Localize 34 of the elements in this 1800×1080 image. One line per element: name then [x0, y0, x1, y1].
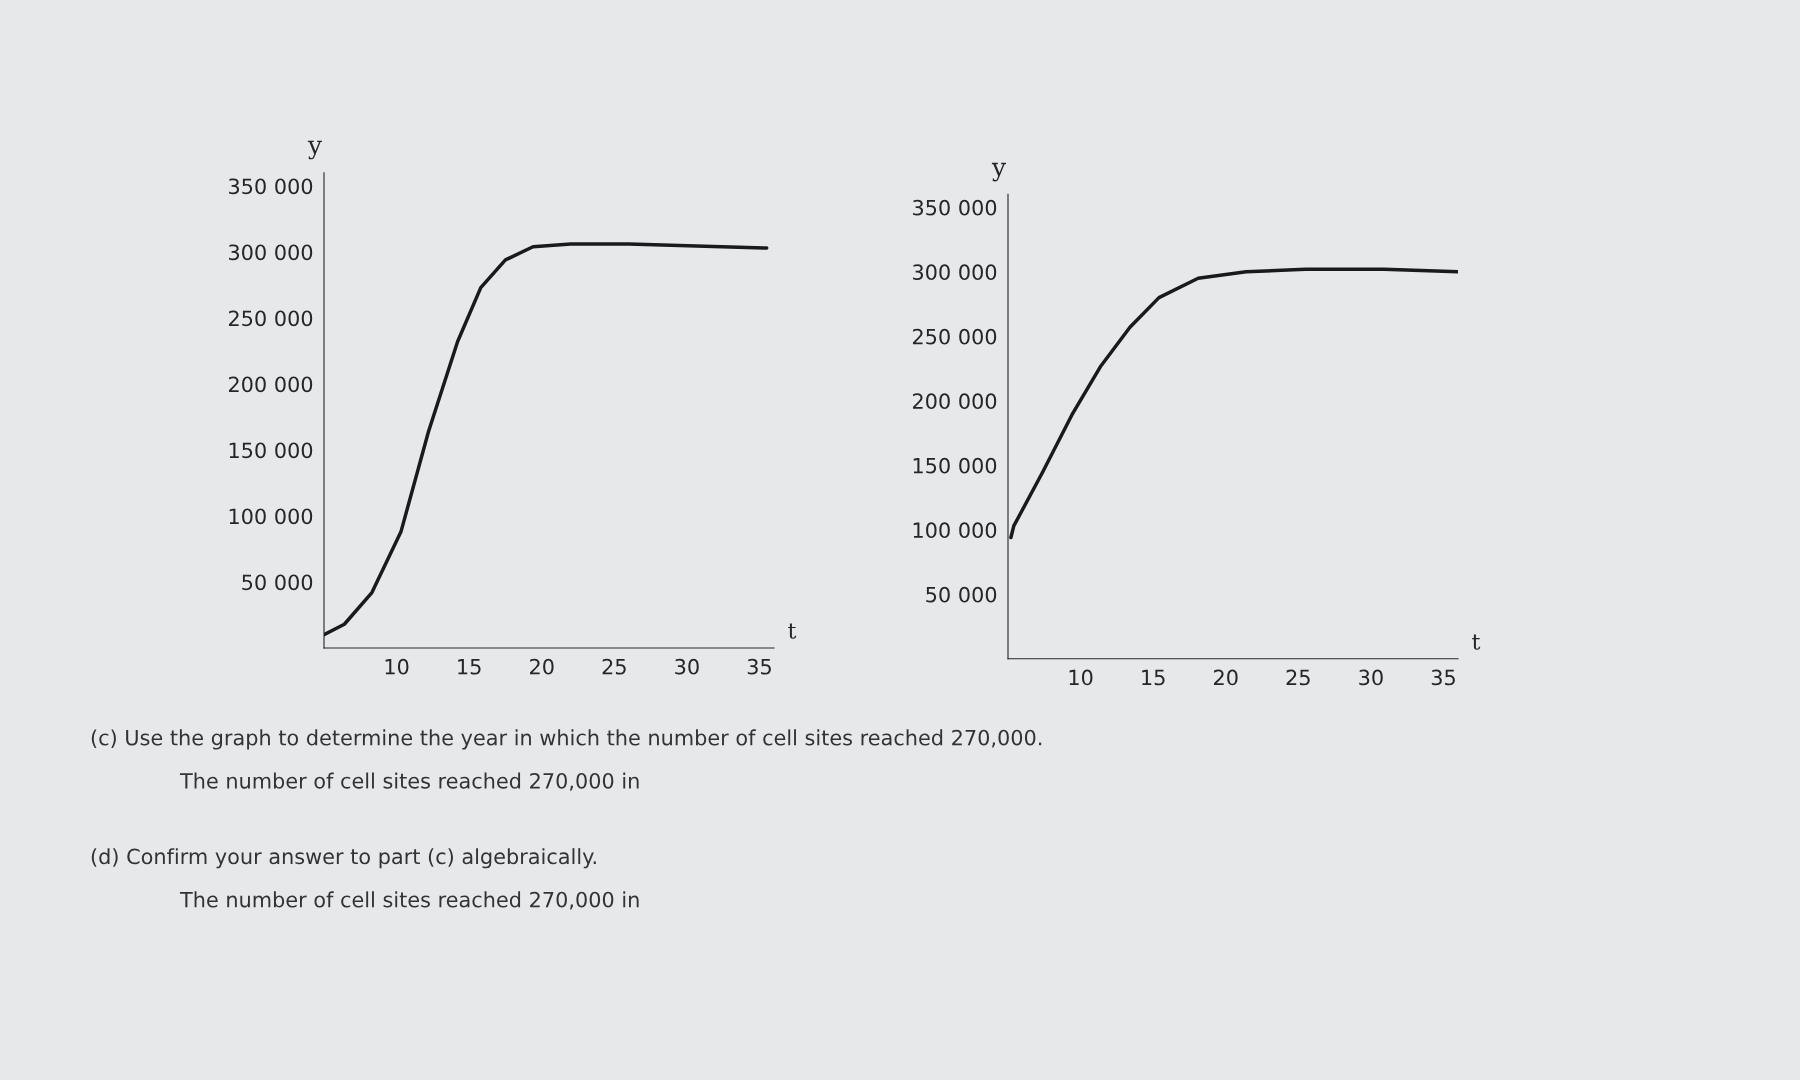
y-tick-label: 300 000 — [229, 244, 313, 261]
y-tick-label: 100 000 — [229, 508, 313, 525]
y-tick-label: 250 000 — [228, 310, 313, 327]
x-tick-label: 30 — [675, 658, 699, 675]
y-tick-label: 350 000 — [913, 199, 997, 216]
x-tick-label: 20 — [530, 658, 554, 675]
y-tick-label: 100 000 — [913, 522, 997, 539]
x-tick-label: 35 — [747, 658, 771, 675]
y-tick-label: 250 000 — [912, 328, 997, 345]
x-tick-label: 30 — [1359, 669, 1383, 686]
y-axis-title: y — [307, 140, 322, 160]
x-axis-title: t — [788, 623, 797, 639]
y-tick-label: 150 000 — [229, 442, 313, 459]
y-tick-label: 50 000 — [926, 586, 997, 603]
x-tick-label: 10 — [1069, 669, 1093, 686]
x-tick-label: 35 — [1431, 669, 1455, 686]
x-tick-label: 25 — [1286, 669, 1310, 686]
y-tick-label: 200 000 — [912, 393, 997, 410]
x-tick-label: 15 — [458, 659, 481, 675]
y-tick-label: 50 000 — [242, 574, 313, 591]
x-axis-title: t — [1472, 634, 1481, 650]
y-tick-label: 300 000 — [913, 264, 997, 281]
text: (d) Confirm your answer to part (c) algebraically. — [91, 848, 596, 869]
x-tick-label: 20 — [1214, 669, 1238, 686]
x-tick-label: 25 — [602, 658, 626, 675]
text: The number of cell sites reached 270,000 in — [179, 891, 639, 910]
x-tick-label: 15 — [1142, 669, 1165, 686]
text: The number of cell sites reached 270,000 in — [179, 772, 639, 791]
y-tick-label: 150 000 — [913, 457, 997, 474]
y-tick-label: 350 000 — [229, 178, 313, 195]
y-axis-title: y — [991, 162, 1006, 182]
x-tick-label: 10 — [385, 658, 409, 675]
text: (c) Use the graph to determine the year in which the number of cell sites reached 270,000. — [91, 729, 1042, 750]
y-tick-label: 200 000 — [228, 376, 313, 393]
